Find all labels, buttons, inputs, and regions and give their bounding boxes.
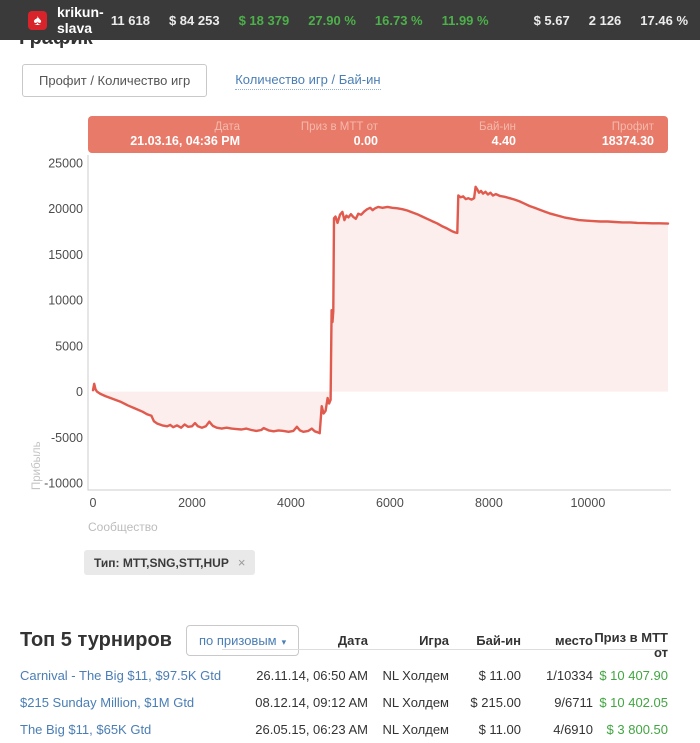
stat-pct-4: 17.46 %	[640, 12, 688, 28]
x-tick-label: 8000	[475, 496, 503, 510]
y-tick-label: 0	[76, 385, 83, 399]
y-axis-title: Прибыль	[31, 441, 43, 490]
x-tick-label: 0	[90, 496, 97, 510]
x-tick-label: 4000	[277, 496, 305, 510]
table-row: $215 Sunday Million, $1M Gtd 08.12.14, 0…	[20, 689, 668, 716]
stat-count: 2 126	[588, 12, 622, 28]
y-tick-label: -5000	[51, 431, 83, 445]
cell-game: NL Холдем	[382, 668, 449, 683]
cell-place: 4/6910	[553, 722, 593, 737]
x-tick-label: 2000	[178, 496, 206, 510]
cell-place: 1/10334	[546, 668, 593, 683]
col-header-date: Дата	[337, 632, 368, 648]
cell-buyin: $ 11.00	[478, 668, 521, 683]
sort-dropdown[interactable]: по призовым ▾	[185, 624, 300, 656]
profit-chart-svg[interactable]: 25000 20000 15000 10000 5000 0 -5000 -10000 0 200…	[20, 155, 680, 517]
chart-tooltip-bar: Дата 21.03.16, 04:36 PM Приз в МТТ от 0.…	[88, 116, 668, 153]
top5-title: Топ 5 турниров	[20, 628, 172, 651]
col-header-game: Игра	[419, 632, 449, 648]
top-bar: ♠ ♠ krikun-slava 11 618 $ 84 253 $ 18 37…	[0, 0, 700, 40]
y-tick-label: 15000	[48, 248, 83, 262]
tooltip-mtt-prize: Приз в МТТ от 0.00	[300, 120, 378, 148]
cell-date: 26.11.14, 06:50 AM	[256, 668, 368, 683]
top5-rows: Carnival - The Big $11, $97.5K Gtd 26.11…	[20, 662, 668, 743]
tournament-link[interactable]: $215 Sunday Million, $1M Gtd	[20, 695, 195, 710]
player-name: krikun-slava	[57, 4, 104, 36]
chevron-down-icon: ▾	[281, 636, 287, 647]
stat-pct-2: 16.73 %	[374, 12, 423, 28]
cell-date: 26.05.15, 06:23 AM	[255, 722, 368, 737]
tab-games-buyin[interactable]: Количество игр / Бай-ин	[235, 72, 381, 90]
cell-prize: $ 10 407.90	[599, 668, 668, 683]
x-tick-label: 6000	[376, 496, 404, 510]
stat-pct-1: 27.90 %	[308, 12, 356, 28]
cell-prize: $ 10 402.05	[599, 695, 668, 710]
stat-games: 11 618	[110, 12, 150, 28]
x-tick-label: 10000	[571, 496, 606, 510]
cell-buyin: $ 11.00	[478, 722, 521, 737]
chart-axes	[87, 155, 671, 491]
header-divider	[222, 649, 668, 650]
cell-game: NL Холдем	[382, 722, 449, 737]
type-filter-label: Тип: MTT,SNG,STT,HUP	[94, 555, 229, 570]
col-header-prize: Приз в МТТ от	[594, 630, 668, 660]
tooltip-buyin: Бай-ин 4.40	[479, 120, 516, 148]
tab-profit-games[interactable]: Профит / Количество игр	[22, 64, 208, 97]
table-row: Carnival - The Big $11, $97.5K Gtd 26.11…	[20, 662, 668, 689]
community-label: Сообщество	[88, 520, 158, 534]
chart-tabs: Профит / Количество игр Количество игр /…	[22, 64, 381, 97]
tooltip-profit: Профит 18374.30	[601, 120, 654, 148]
profit-line	[91, 185, 670, 435]
type-filter-chip[interactable]: Тип: MTT,SNG,STT,HUP ×	[84, 550, 256, 575]
tournament-link[interactable]: The Big $11, $65K Gtd	[20, 722, 152, 737]
player-stats: 11 618 $ 84 253 $ 18 379 27.90 % 16.73 %…	[111, 13, 688, 28]
y-tick-label: -10000	[44, 477, 83, 491]
cell-date: 08.12.14, 09:12 AM	[255, 695, 368, 710]
top5-section: Топ 5 турниров по призовым ▾ Дата Игра Ба…	[20, 623, 668, 743]
top5-header-row: Топ 5 турниров по призовым ▾ Дата Игра Ба…	[20, 623, 668, 660]
col-header-buyin: Бай-ин	[476, 632, 521, 648]
remove-filter-icon[interactable]: ×	[237, 555, 246, 570]
cell-prize: $ 3 800.50	[606, 722, 668, 737]
spade-icon: ♠ ♠	[28, 10, 47, 30]
tooltip-date: Дата 21.03.16, 04:36 PM	[130, 120, 240, 148]
cell-buyin: $ 215.00	[470, 695, 521, 710]
stat-profit: $ 18 379	[238, 12, 290, 28]
tournament-link[interactable]: Carnival - The Big $11, $97.5K Gtd	[20, 668, 222, 683]
col-header-place: место	[554, 632, 593, 648]
cell-place: 9/6711	[554, 695, 593, 710]
profit-area-fill	[93, 186, 668, 434]
y-tick-label: 25000	[48, 157, 83, 171]
y-tick-label: 5000	[55, 339, 83, 353]
y-tick-label: 10000	[48, 294, 83, 308]
profit-chart-section: Дата 21.03.16, 04:36 PM Приз в МТТ от 0.…	[20, 116, 680, 586]
table-row: The Big $11, $65K Gtd 26.05.15, 06:23 AM…	[20, 716, 668, 743]
stat-pct-3: 11.99 %	[441, 12, 489, 28]
stat-avg-buyin: $ 5.67	[533, 12, 570, 28]
stat-total-winnings: $ 84 253	[168, 12, 220, 28]
y-tick-label: 20000	[48, 202, 83, 216]
cell-game: NL Холдем	[382, 695, 449, 710]
